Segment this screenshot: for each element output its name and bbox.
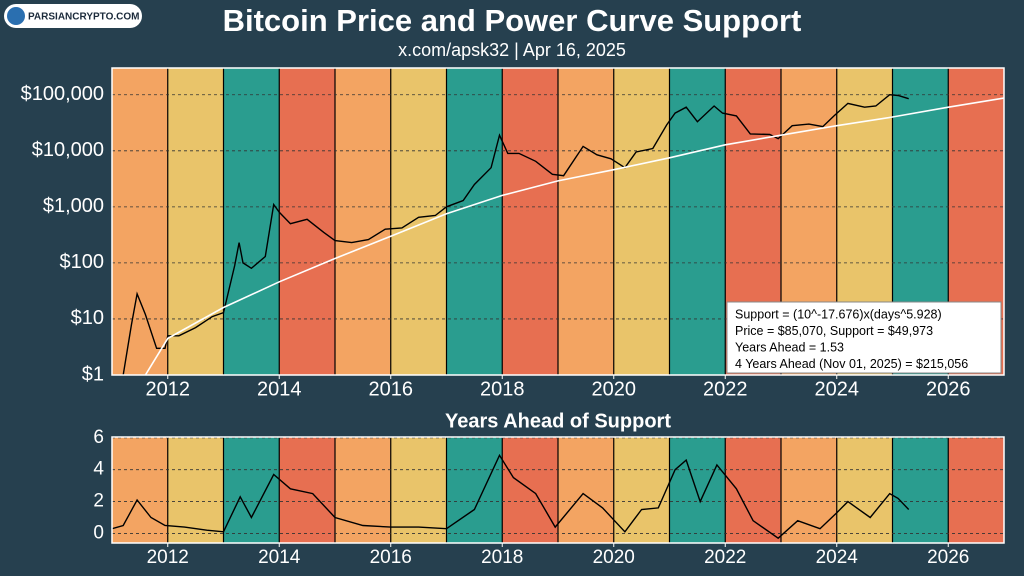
annotation: Years Ahead = 1.53 — [735, 340, 844, 354]
x-tick-label: 2016 — [370, 547, 412, 568]
background-band — [558, 68, 614, 375]
y-tick-label: 6 — [93, 427, 104, 448]
background-band — [223, 437, 280, 543]
x-tick-label: 2022 — [703, 378, 748, 400]
y-tick-label: $1 — [82, 363, 104, 385]
chart-title: Bitcoin Price and Power Curve Support — [223, 3, 802, 38]
watermark: PARSIANCRYPTO.COM — [28, 12, 140, 23]
background-band — [613, 437, 670, 543]
x-tick-label: 2014 — [258, 547, 301, 568]
annotation-box — [726, 301, 1002, 374]
background-band — [948, 437, 1004, 543]
plot-frame — [111, 436, 1005, 544]
x-tick-label: 2012 — [146, 378, 191, 400]
background-band — [390, 68, 447, 375]
chart-title: Years Ahead of Support — [445, 410, 671, 432]
data-line — [144, 97, 1004, 375]
x-tick-label: 2026 — [927, 547, 969, 568]
x-tick-label: 2022 — [704, 547, 746, 568]
watermark-icon — [7, 7, 25, 25]
y-tick-label: $10 — [71, 307, 104, 329]
x-tick-label: 2024 — [816, 547, 859, 568]
background-band — [167, 68, 224, 375]
background-band — [390, 437, 447, 543]
y-tick-label: $100 — [60, 251, 105, 273]
background-band — [502, 68, 558, 375]
x-tick-label: 2018 — [480, 378, 525, 400]
watermark-badge — [4, 4, 142, 28]
plot-frame — [111, 67, 1005, 376]
y-tick-label: $10,000 — [32, 139, 104, 161]
background-band — [335, 68, 391, 375]
background-band — [669, 437, 726, 543]
background-band — [613, 68, 670, 375]
background-band — [167, 437, 224, 543]
y-tick-label: $1,000 — [43, 195, 104, 217]
annotation: Price = $85,070, Support = $49,973 — [735, 324, 933, 338]
background-band — [669, 68, 726, 375]
x-tick-label: 2026 — [926, 378, 971, 400]
chart-subtitle: x.com/apsk32 | Apr 16, 2025 — [398, 40, 626, 60]
x-tick-label: 2012 — [147, 547, 189, 568]
data-line — [112, 453, 910, 540]
background-band — [279, 437, 335, 543]
x-tick-label: 2024 — [815, 378, 860, 400]
y-tick-label: 2 — [93, 491, 104, 512]
background-band — [112, 68, 168, 375]
annotation: Support = (10^-17.676)x(days^5.928) — [735, 307, 942, 321]
plot — [112, 437, 1004, 543]
background-band — [112, 437, 168, 543]
x-tick-label: 2018 — [481, 547, 523, 568]
background-band — [223, 68, 280, 375]
x-tick-label: 2020 — [592, 378, 637, 400]
background-band — [446, 437, 503, 543]
background-band — [892, 437, 949, 543]
background-band — [725, 437, 781, 543]
background-band — [558, 437, 614, 543]
background-band — [836, 437, 893, 543]
x-tick-label: 2016 — [369, 378, 414, 400]
x-tick-label: 2014 — [257, 378, 302, 400]
y-tick-label: 0 — [93, 522, 104, 543]
background-band — [781, 437, 837, 543]
y-tick-label: 4 — [93, 459, 104, 480]
annotation: 4 Years Ahead (Nov 01, 2025) = $215,056 — [735, 357, 968, 371]
x-tick-label: 2020 — [593, 547, 635, 568]
y-tick-label: $100,000 — [21, 83, 104, 105]
background-band — [446, 68, 503, 375]
